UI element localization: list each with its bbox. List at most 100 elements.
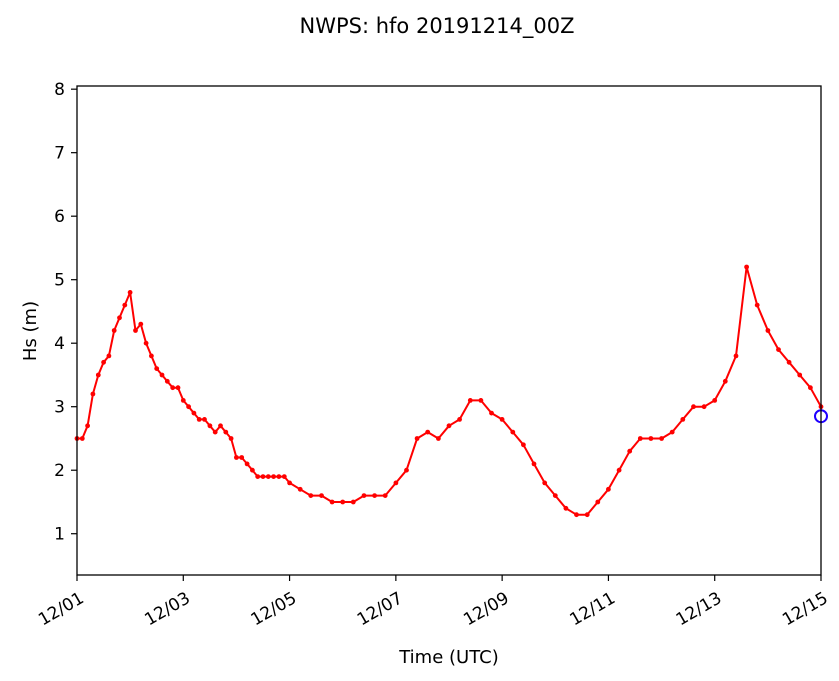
- data-point: [733, 353, 739, 359]
- x-tick-label: 12/05: [248, 588, 300, 630]
- data-point: [489, 410, 494, 416]
- data-point: [319, 493, 324, 498]
- data-point: [271, 474, 276, 479]
- data-point: [552, 493, 558, 498]
- data-point: [521, 442, 526, 448]
- series-line: [77, 266, 822, 516]
- data-point: [669, 429, 675, 435]
- data-point: [106, 353, 112, 359]
- data-point: [478, 398, 484, 403]
- data-point: [584, 512, 590, 518]
- data-point: [234, 455, 239, 460]
- data-point: [143, 340, 149, 346]
- data-point: [122, 302, 128, 308]
- data-point: [111, 328, 117, 333]
- data-point: [281, 474, 287, 479]
- data-point: [186, 404, 192, 410]
- data-point: [382, 493, 388, 498]
- data-point: [170, 385, 176, 391]
- x-tick-label: 12/15: [779, 588, 831, 630]
- data-point: [117, 315, 122, 321]
- data-point: [138, 321, 144, 327]
- data-point: [722, 378, 728, 384]
- y-tick-label: 2: [54, 461, 65, 481]
- data-point: [372, 493, 377, 498]
- data-point: [175, 385, 181, 391]
- data-point: [436, 436, 441, 441]
- data-point: [595, 499, 601, 505]
- data-point: [637, 436, 643, 441]
- x-tick-label: 12/07: [354, 588, 406, 630]
- data-point: [133, 328, 138, 333]
- data-point: [265, 474, 271, 479]
- data-point: [207, 423, 213, 429]
- data-point: [691, 404, 696, 410]
- data-point: [244, 461, 250, 467]
- data-point: [164, 378, 170, 384]
- y-axis-ticks: 1 2 3 4 5 6 7 8: [54, 80, 77, 545]
- y-tick-label: 8: [54, 80, 65, 100]
- data-point: [446, 423, 452, 429]
- data-point: [659, 436, 664, 441]
- data-point: [776, 347, 781, 352]
- data-point: [350, 499, 356, 505]
- y-tick-label: 3: [54, 398, 65, 418]
- data-point: [223, 429, 229, 435]
- data-point: [255, 474, 261, 479]
- x-axis-label: Time (UTC): [398, 647, 499, 668]
- data-point: [191, 410, 197, 416]
- data-point: [425, 429, 431, 435]
- data-point: [95, 372, 101, 378]
- data-point: [648, 436, 654, 441]
- x-tick-label: 12/11: [566, 588, 618, 630]
- x-tick-label: 12/01: [35, 588, 87, 630]
- data-point: [361, 493, 367, 498]
- data-point: [308, 493, 314, 498]
- y-axis-label: Hs (m): [20, 301, 41, 361]
- data-point: [765, 328, 771, 333]
- data-point: [808, 385, 813, 391]
- data-point: [228, 436, 234, 441]
- data-point: [154, 366, 160, 371]
- data-point: [404, 467, 409, 473]
- data-point: [701, 404, 707, 410]
- data-point: [797, 372, 803, 378]
- data-point: [393, 480, 399, 486]
- data-point: [180, 398, 186, 403]
- data-point: [531, 461, 537, 467]
- data-point: [499, 417, 505, 422]
- data-point: [90, 391, 96, 397]
- data-point: [85, 423, 90, 429]
- data-point: [297, 486, 303, 492]
- data-point: [149, 353, 154, 359]
- data-point: [218, 423, 223, 429]
- data-point: [574, 512, 579, 518]
- data-point: [616, 467, 622, 473]
- data-point: [563, 505, 569, 511]
- x-tick-label: 12/09: [460, 588, 512, 630]
- y-tick-label: 1: [54, 525, 65, 545]
- x-tick-label: 12/03: [141, 588, 193, 630]
- y-tick-label: 6: [54, 207, 65, 227]
- data-point: [627, 448, 633, 454]
- data-point: [202, 417, 207, 422]
- data-point: [127, 290, 133, 295]
- data-point: [260, 474, 266, 479]
- data-point: [250, 467, 255, 473]
- data-point: [196, 417, 202, 422]
- data-point: [414, 436, 420, 441]
- data-point: [712, 398, 718, 403]
- data-point: [239, 455, 245, 460]
- y-tick-label: 7: [54, 144, 65, 164]
- y-tick-label: 5: [54, 271, 65, 291]
- data-point: [340, 499, 346, 505]
- x-axis-ticks: 12/01 12/03 12/05 12/07 12/09 12/11 12/13 12/15: [35, 575, 832, 630]
- data-point: [212, 429, 218, 435]
- data-point: [510, 429, 516, 435]
- plot-frame: [76, 85, 822, 576]
- data-point: [276, 474, 282, 479]
- data-point: [754, 302, 760, 308]
- data-point: [287, 480, 292, 486]
- data-point: [457, 417, 462, 422]
